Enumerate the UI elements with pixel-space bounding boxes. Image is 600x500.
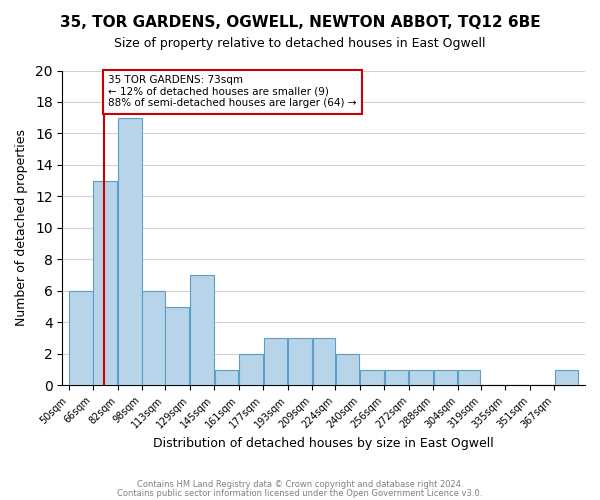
Bar (190, 275, 214, 386)
Bar (166, 306, 189, 386)
Bar (263, 338, 287, 386)
Y-axis label: Number of detached properties: Number of detached properties (15, 130, 28, 326)
Text: 35 TOR GARDENS: 73sqm
← 12% of detached houses are smaller (9)
88% of semi-detac: 35 TOR GARDENS: 73sqm ← 12% of detached … (109, 75, 357, 108)
Bar (335, 354, 359, 386)
Bar (94, 180, 117, 386)
Bar (215, 370, 238, 386)
Text: Size of property relative to detached houses in East Ogwell: Size of property relative to detached ho… (114, 38, 486, 51)
Bar (142, 291, 165, 386)
Text: Contains HM Land Registry data © Crown copyright and database right 2024.: Contains HM Land Registry data © Crown c… (137, 480, 463, 489)
Bar (409, 370, 433, 386)
Bar (360, 370, 384, 386)
Bar (239, 354, 263, 386)
Bar (434, 370, 457, 386)
Text: Contains public sector information licensed under the Open Government Licence v3: Contains public sector information licen… (118, 488, 482, 498)
Bar (458, 370, 481, 386)
Bar (118, 118, 142, 386)
Bar (555, 370, 578, 386)
Bar (288, 338, 312, 386)
Bar (69, 291, 92, 386)
Bar (313, 338, 335, 386)
Text: 35, TOR GARDENS, OGWELL, NEWTON ABBOT, TQ12 6BE: 35, TOR GARDENS, OGWELL, NEWTON ABBOT, T… (59, 15, 541, 30)
X-axis label: Distribution of detached houses by size in East Ogwell: Distribution of detached houses by size … (154, 437, 494, 450)
Bar (385, 370, 409, 386)
